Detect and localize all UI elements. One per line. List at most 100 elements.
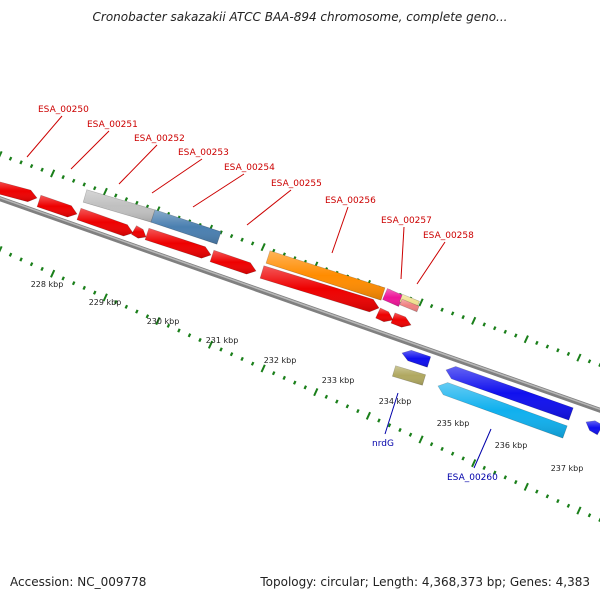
- gene-arrow-small: [131, 225, 147, 239]
- outer-scale-tick: [29, 163, 34, 169]
- gene-arrow-esa-00251: [36, 194, 78, 218]
- gene-box-nrdG: [392, 365, 426, 386]
- inner-scale-tick: [219, 347, 223, 352]
- leader-esa-00256: [331, 206, 349, 254]
- gene-label-esa-00255: ESA_00255: [271, 179, 322, 189]
- inner-scale-tick: [102, 293, 108, 302]
- gene-box-esa-00252: [82, 189, 156, 223]
- outer-scale-tick: [418, 298, 424, 307]
- gene-arrow-red-a-shade: [210, 250, 256, 275]
- gene-arrow-red-b-shade: [260, 265, 379, 312]
- tick-layer: [0, 150, 600, 522]
- inner-scale-tick: [471, 459, 477, 468]
- inner-scale-tick: [19, 257, 23, 262]
- gene-box-esa-00256-shade: [266, 250, 385, 301]
- outer-scale-tick: [40, 167, 44, 172]
- gene-arrow-red-d: [390, 312, 412, 328]
- gene-box-salmon: [399, 298, 420, 313]
- inner-scale-tick: [229, 352, 234, 357]
- inner-scale-tick: [187, 333, 192, 338]
- inner-scale-tick: [82, 285, 86, 290]
- outer-scale-tick: [429, 303, 434, 309]
- leader-nrdg: [384, 392, 399, 435]
- outer-scale-tick: [50, 169, 56, 178]
- outer-scale-tick: [219, 230, 223, 235]
- outer-scale-tick: [471, 316, 477, 325]
- gene-arrow-esa-00260-shade: [438, 382, 568, 439]
- outer-scale-tick: [535, 340, 539, 345]
- inner-scale-tick: [440, 446, 444, 452]
- scale-label: 236 kbp: [495, 441, 528, 450]
- outer-scale-tick: [71, 178, 76, 183]
- scale-label: 237 kbp: [551, 464, 584, 473]
- map-title: Cronobacter sakazakii ATCC BAA-894 chrom…: [92, 10, 508, 24]
- inner-scale-tick: [408, 432, 413, 437]
- inner-scale-tick: [177, 328, 181, 333]
- inner-scale-tick: [92, 290, 97, 295]
- outer-scale-tick: [523, 335, 529, 344]
- scale-label: 233 kbp: [322, 376, 355, 385]
- inner-scale-tick: [461, 456, 465, 461]
- inner-scale-tick: [240, 356, 244, 362]
- outer-scale-tick: [587, 359, 592, 364]
- gene-arrow-esa-00260: [437, 382, 568, 439]
- inner-scale-tick: [576, 506, 582, 515]
- inner-scale-tick: [335, 399, 339, 404]
- gene-label-esa-00253: ESA_00253: [178, 148, 229, 158]
- outer-scale-tick: [482, 322, 486, 327]
- inner-scale-tick: [450, 451, 455, 456]
- inner-scale-tick: [260, 364, 266, 373]
- outer-scale-tick: [576, 353, 582, 362]
- leader-esa-00253: [151, 158, 203, 194]
- inner-scale-tick: [40, 266, 44, 272]
- leader-esa-00251: [70, 130, 110, 170]
- inner-scale-tick: [124, 304, 129, 309]
- inner-scale-tick: [61, 276, 65, 281]
- outer-scale-tick: [102, 187, 108, 196]
- gene-arrow-red-b: [259, 265, 380, 313]
- inner-scale-tick: [303, 385, 308, 390]
- inner-scale-tick: [282, 375, 286, 380]
- inner-scale-tick: [8, 252, 13, 257]
- outer-scale-tick: [514, 333, 518, 338]
- gene-arrow-blue-a: [401, 349, 432, 368]
- outer-scale-tick: [135, 200, 139, 205]
- gene-arrow-esa-00250: [0, 181, 38, 203]
- inner-scale-tick: [71, 281, 76, 286]
- leader-esa-00258: [416, 241, 446, 285]
- scale-label: 231 kbp: [206, 336, 239, 345]
- gene-box-esa-00257-shade: [382, 288, 404, 307]
- outer-scale-tick: [124, 197, 129, 202]
- inner-scale-tick: [387, 423, 392, 428]
- gene-box-esa-00253-shade: [150, 209, 222, 245]
- gene-arrow-blue-a-shade: [402, 350, 431, 368]
- outer-scale-tick: [450, 311, 455, 316]
- gene-arrow-esa-00250-shade: [0, 181, 37, 202]
- gene-box-esa-00252-shade: [83, 189, 155, 223]
- gene-box-salmon-shade: [399, 299, 420, 312]
- inner-scale-tick: [198, 337, 202, 343]
- gene-box-esa-00253: [150, 209, 222, 245]
- outer-scale-tick: [556, 348, 560, 353]
- inner-scale-tick: [324, 394, 329, 399]
- inner-scale-tick: [29, 262, 34, 267]
- inner-scale-tick: [207, 340, 214, 349]
- gene-arrow-blue-b: [445, 366, 574, 421]
- scale-label: 232 kbp: [264, 356, 297, 365]
- outer-scale-tick: [461, 315, 465, 320]
- outer-scale-tick: [503, 329, 508, 334]
- outer-scale-tick: [545, 344, 550, 349]
- scale-label: 235 kbp: [437, 419, 470, 428]
- gene-arrow-red-c: [375, 307, 394, 323]
- outer-scale-tick: [250, 241, 255, 246]
- leader-line-layer: [26, 115, 492, 469]
- leader-esa-00257: [400, 226, 405, 280]
- gene-arrow-blue-b-shade: [446, 366, 574, 421]
- leader-esa-00260: [473, 428, 492, 469]
- outer-scale-tick: [240, 237, 244, 242]
- inner-scale-tick: [503, 475, 508, 480]
- leader-esa-00252: [118, 144, 158, 185]
- leader-esa-00254: [192, 173, 245, 208]
- topology-summary: Topology: circular; Length: 4,368,373 bp…: [260, 575, 590, 589]
- gene-arrow-esa-00255-shade: [145, 228, 211, 259]
